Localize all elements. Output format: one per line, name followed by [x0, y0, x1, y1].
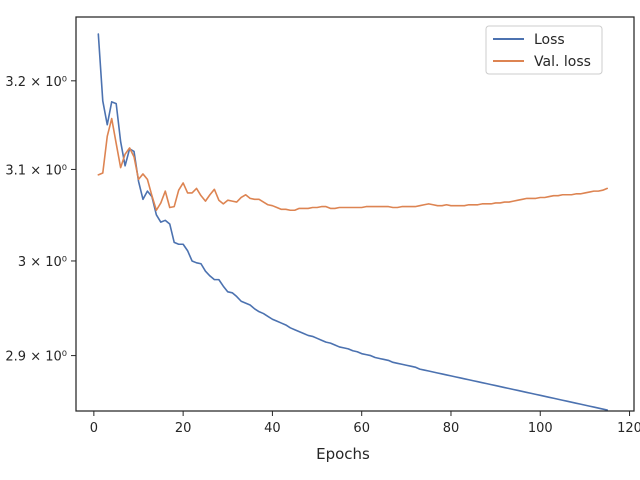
x-tick-label: 100 [528, 421, 553, 436]
x-axis-label: Epochs [316, 445, 370, 463]
legend-label-val-loss: Val. loss [534, 54, 591, 70]
x-tick-label: 60 [353, 421, 370, 436]
series-layer [97, 33, 609, 411]
y-tick-label: 3.2 × 10⁰ [5, 75, 67, 90]
y-tick-label: 2.9 × 10⁰ [5, 350, 67, 365]
series-line-val-loss [97, 117, 609, 212]
x-axis: 0 20 40 60 80 100 120 [90, 411, 640, 436]
plot-background [76, 17, 634, 411]
x-tick-label: 120 [617, 421, 640, 436]
y-tick-label: 3.1 × 10⁰ [5, 163, 67, 178]
x-tick-label: 40 [264, 421, 281, 436]
y-axis: 2.9 × 10⁰ 3 × 10⁰ 3.1 × 10⁰ 3.2 × 10⁰ [5, 75, 76, 365]
legend: Loss Val. loss [485, 25, 603, 75]
x-tick-label: 80 [443, 421, 460, 436]
plot-frame [75, 16, 635, 412]
legend-label-loss: Loss [534, 32, 565, 48]
y-tick-label: 3 × 10⁰ [18, 255, 67, 270]
series-line-loss [97, 33, 609, 411]
x-tick-label: 0 [90, 421, 98, 436]
x-tick-label: 20 [175, 421, 192, 436]
